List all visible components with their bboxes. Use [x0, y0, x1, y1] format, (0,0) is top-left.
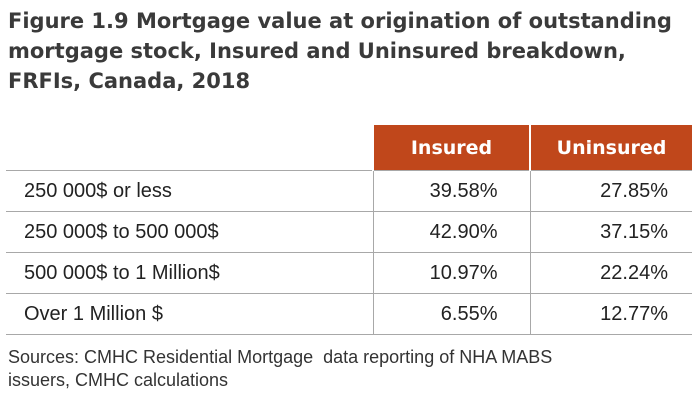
uninsured-value: 27.85%: [530, 170, 692, 212]
uninsured-value: 12.77%: [530, 293, 692, 335]
source-note: Sources: CMHC Residential Mortgage data …: [8, 346, 692, 392]
uninsured-value: 22.24%: [530, 252, 692, 294]
uninsured-value: 37.15%: [530, 211, 692, 253]
insured-value: 6.55%: [373, 293, 531, 335]
header-corner-cell: [6, 125, 373, 171]
row-label: 500 000$ to 1 Million$: [6, 252, 374, 294]
figure-title: Figure 1.9 Mortgage value at origination…: [8, 6, 688, 96]
row-label: 250 000$ to 500 000$: [6, 211, 374, 253]
figure-title-line-2: mortgage stock, Insured and Uninsured br…: [8, 39, 626, 63]
source-note-line-2: issuers, CMHC calculations: [8, 370, 229, 390]
table-row: 250 000$ or less 39.58% 27.85%: [6, 170, 692, 212]
table-row: Over 1 Million $ 6.55% 12.77%: [6, 293, 692, 335]
table-header-row: Insured Uninsured: [6, 125, 692, 171]
insured-value: 10.97%: [373, 252, 531, 294]
row-label: Over 1 Million $: [6, 293, 374, 335]
table-row: 250 000$ to 500 000$ 42.90% 37.15%: [6, 211, 692, 253]
column-header-uninsured: Uninsured: [529, 125, 692, 171]
insured-value: 42.90%: [373, 211, 531, 253]
figure-title-line-1: Figure 1.9 Mortgage value at origination…: [8, 9, 672, 33]
figure-title-line-3: FRFIs, Canada, 2018: [8, 69, 251, 93]
table-row: 500 000$ to 1 Million$ 10.97% 22.24%: [6, 252, 692, 294]
row-label: 250 000$ or less: [6, 170, 374, 212]
mortgage-breakdown-table: Insured Uninsured 250 000$ or less 39.58…: [6, 125, 692, 335]
source-note-line-1: Sources: CMHC Residential Mortgage data …: [8, 347, 553, 367]
column-header-insured: Insured: [372, 125, 530, 171]
insured-value: 39.58%: [373, 170, 531, 212]
